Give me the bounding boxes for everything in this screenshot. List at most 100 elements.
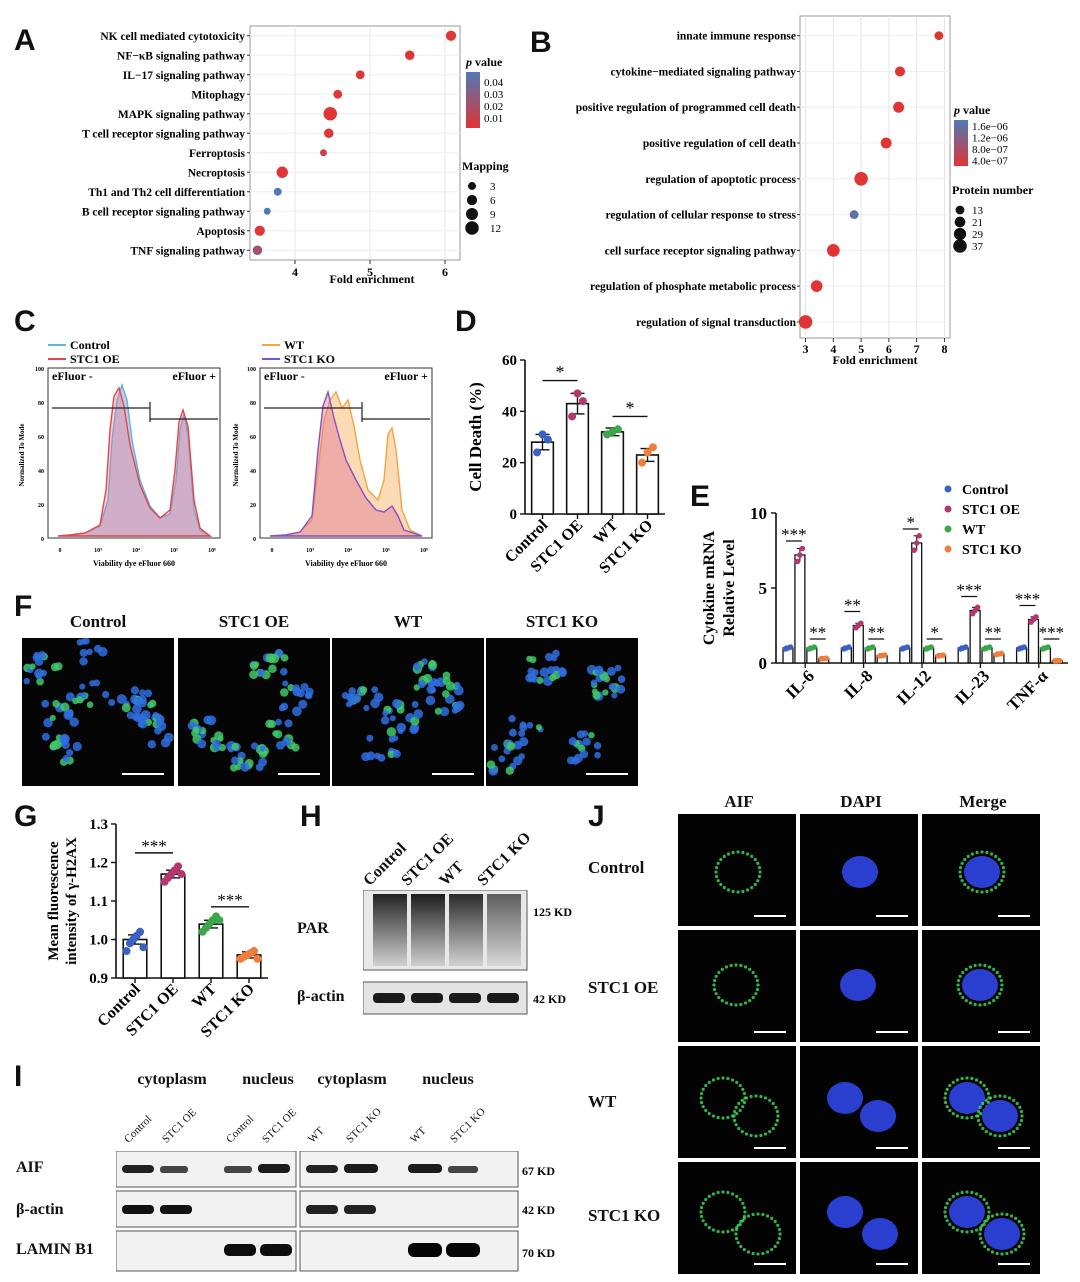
aif-speck bbox=[1017, 1244, 1021, 1249]
legend-label-control: Control bbox=[70, 338, 110, 352]
band-lamin bbox=[260, 1244, 292, 1256]
bar bbox=[160, 873, 186, 979]
cell bbox=[282, 680, 289, 687]
cell bbox=[592, 691, 601, 700]
aif-speck bbox=[776, 1223, 780, 1227]
aif-speck bbox=[964, 967, 968, 971]
y-tick-label: 80 bbox=[38, 401, 44, 407]
x-tick-label: 3 bbox=[803, 342, 809, 356]
cell bbox=[370, 698, 380, 709]
aif-speck bbox=[970, 888, 975, 892]
aif-speck bbox=[749, 1133, 753, 1138]
cell bbox=[607, 666, 616, 676]
panel-label-a: A bbox=[14, 24, 36, 57]
aif-speck bbox=[960, 1190, 964, 1195]
aif-speck bbox=[1014, 1216, 1018, 1220]
aif-speck bbox=[699, 1210, 703, 1214]
aif-speck bbox=[699, 1100, 704, 1105]
cell bbox=[413, 709, 424, 719]
hist-stc1-oe bbox=[57, 386, 212, 537]
micrograph-stc1-ko bbox=[486, 638, 638, 786]
legend-label: Control bbox=[962, 483, 1009, 498]
cell bbox=[155, 714, 165, 724]
enrichment-point bbox=[893, 101, 905, 113]
cell bbox=[292, 687, 302, 697]
cell bbox=[549, 673, 557, 682]
aif-speck bbox=[1000, 1252, 1004, 1256]
aif-speck bbox=[943, 1096, 947, 1100]
aif-speck bbox=[1019, 1109, 1024, 1114]
aif-speck bbox=[749, 1094, 753, 1099]
bar bbox=[1027, 618, 1040, 664]
nucleus bbox=[840, 969, 876, 1001]
legend-dot bbox=[944, 525, 952, 533]
x-tick-label: IL-8 bbox=[840, 666, 876, 702]
significance-label: ** bbox=[868, 623, 885, 642]
aif-speck bbox=[988, 1132, 993, 1136]
aif-speck bbox=[739, 1219, 743, 1224]
aif-speck bbox=[974, 1078, 979, 1082]
colorbar-tick-label: 0.02 bbox=[484, 101, 503, 113]
data-point bbox=[648, 443, 657, 452]
aif-speck bbox=[974, 1192, 979, 1196]
aif-speck bbox=[983, 1244, 987, 1249]
band-aif bbox=[122, 1165, 154, 1173]
cell bbox=[280, 688, 289, 697]
significance-label: *** bbox=[217, 891, 243, 910]
aif-speck bbox=[998, 1134, 1002, 1138]
category-label: cytokine−mediated signaling pathway bbox=[611, 66, 797, 78]
band-actin-wt bbox=[449, 993, 481, 1003]
aif-speck bbox=[951, 1080, 955, 1084]
cell bbox=[366, 734, 374, 742]
enrichment-point bbox=[333, 89, 343, 99]
y-tick-label: 20 bbox=[250, 503, 256, 509]
size-legend-label: 3 bbox=[490, 181, 496, 193]
size-legend-label: 12 bbox=[490, 223, 501, 235]
y-tick-label: 5 bbox=[759, 579, 768, 598]
panel-label-g: G bbox=[14, 800, 38, 833]
cell bbox=[513, 740, 523, 750]
flow-ylabel-left: Normalized To Mode bbox=[18, 424, 26, 487]
data-point bbox=[940, 652, 946, 658]
aif-speck bbox=[699, 1214, 704, 1219]
data-point bbox=[613, 425, 622, 434]
size-legend-label: 21 bbox=[972, 217, 983, 229]
aif-speck bbox=[771, 1101, 775, 1106]
cell bbox=[298, 699, 308, 709]
aif-speck bbox=[776, 1241, 780, 1245]
aif-speck bbox=[736, 1223, 740, 1227]
data-point bbox=[253, 954, 262, 963]
cell bbox=[594, 751, 601, 759]
cell bbox=[147, 701, 154, 709]
aif-speck bbox=[742, 1205, 747, 1210]
aif-speck bbox=[724, 1001, 729, 1005]
aif-speck bbox=[714, 870, 718, 874]
blot-size-actin: 42 KD bbox=[533, 992, 566, 1006]
aif-speck bbox=[716, 1190, 720, 1195]
category-label: cell surface receptor signaling pathway bbox=[605, 245, 796, 257]
data-point bbox=[998, 650, 1005, 657]
x-tick-label: 8 bbox=[941, 342, 947, 356]
aif-speck bbox=[734, 1227, 739, 1232]
cell bbox=[374, 752, 381, 760]
cell bbox=[380, 716, 390, 725]
aif-speck bbox=[726, 1190, 730, 1195]
cell bbox=[617, 675, 626, 684]
panel-label-c: C bbox=[14, 305, 36, 338]
cell bbox=[231, 742, 239, 751]
aif-speck bbox=[743, 965, 748, 969]
aif-speck bbox=[985, 850, 989, 855]
x-tick-label: 10⁵ bbox=[170, 548, 178, 554]
cell bbox=[139, 689, 146, 696]
aif-speck bbox=[974, 1228, 979, 1232]
category-label: Ferroptosis bbox=[189, 148, 246, 160]
data-point bbox=[869, 644, 876, 650]
data-point bbox=[174, 862, 183, 871]
cell bbox=[65, 692, 75, 702]
significance-label: * bbox=[626, 398, 635, 418]
aif-speck bbox=[746, 1214, 751, 1218]
x-tick-label: 10³ bbox=[306, 548, 314, 554]
colorbar-tick-label: 1.6e−06 bbox=[972, 121, 1008, 133]
x-tick-label: 6 bbox=[442, 265, 448, 279]
band-actin-stc1-oe bbox=[411, 993, 443, 1003]
